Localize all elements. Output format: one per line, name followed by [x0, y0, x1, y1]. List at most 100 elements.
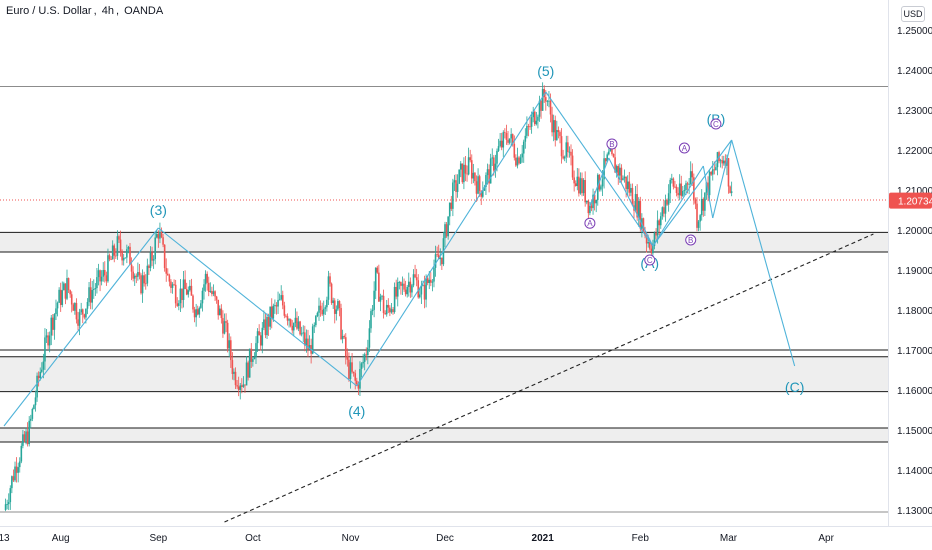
candle-body — [174, 284, 177, 304]
candle-body — [422, 284, 424, 286]
candle-body — [286, 316, 289, 321]
candle-body — [252, 359, 254, 362]
candle-body — [48, 335, 51, 346]
candle-body — [617, 166, 620, 176]
candle-body — [672, 178, 675, 187]
candle-body — [272, 305, 275, 319]
candle-body — [130, 264, 133, 272]
exchange: OANDA — [124, 5, 164, 17]
candle-body — [666, 200, 668, 205]
candle-body — [630, 187, 632, 193]
candle-body — [567, 142, 569, 153]
candle-body — [171, 284, 174, 288]
candle-body — [4, 504, 7, 510]
candle-body — [218, 308, 221, 316]
candle-body — [636, 194, 638, 218]
candle-body — [502, 132, 505, 148]
candle-body — [423, 284, 426, 300]
candle-body — [39, 371, 42, 379]
candle-body — [96, 277, 98, 289]
price-tick-label: 1.15000 — [897, 426, 932, 437]
candle-body — [719, 160, 722, 162]
candle-body — [510, 134, 512, 139]
candle-body — [382, 295, 385, 314]
candle-body — [122, 257, 125, 261]
candle-body — [686, 183, 689, 185]
candle-body — [611, 148, 613, 154]
candle-body — [634, 194, 637, 211]
candle-body — [425, 278, 427, 300]
candle-body — [445, 224, 448, 237]
candle-body — [242, 384, 245, 387]
candle-body — [28, 420, 30, 445]
candle-body — [461, 163, 464, 183]
candle-body — [726, 158, 728, 166]
candle-body — [549, 100, 552, 115]
candle-body — [343, 336, 345, 338]
candle-body — [209, 290, 212, 292]
candle-body — [378, 272, 380, 302]
candle-body — [204, 273, 207, 285]
candle-body — [696, 203, 698, 228]
candle-body — [354, 373, 357, 381]
subwave-letter: B — [688, 236, 693, 245]
candle-body — [178, 303, 180, 306]
candle-body — [447, 216, 449, 237]
candle-body — [658, 220, 660, 226]
candle-body — [14, 466, 16, 481]
candle-body — [395, 286, 397, 297]
candle-body — [140, 275, 142, 294]
candle-body — [420, 285, 423, 295]
candle-body — [511, 134, 514, 144]
candle-body — [341, 336, 344, 340]
candle-body — [168, 275, 171, 282]
candle-body — [78, 312, 81, 326]
candle-body — [482, 190, 484, 197]
candle-body — [86, 301, 89, 309]
price-tick-label: 1.24000 — [897, 66, 932, 77]
candle-body — [655, 232, 657, 236]
candle-body — [289, 319, 292, 326]
candle-body — [316, 312, 319, 316]
candle-body — [302, 332, 305, 334]
candle-body — [230, 340, 232, 361]
candle-body — [713, 169, 716, 171]
candle-body — [691, 171, 694, 178]
dashed-trendline — [224, 233, 874, 523]
candle-body — [493, 157, 495, 171]
candle-body — [261, 327, 264, 346]
candle-body — [522, 141, 525, 154]
candle-body — [351, 362, 353, 372]
candle-body — [529, 126, 531, 128]
candle-body — [263, 319, 265, 328]
time-axis[interactable]: 13 Aug Sep Oct Nov Dec 2021 Feb Mar Apr — [0, 526, 932, 545]
horizontal-levels — [0, 86, 888, 513]
subwave-circle — [678, 142, 690, 154]
wave-line — [3, 227, 159, 427]
candle-body — [231, 360, 234, 374]
candle-body — [29, 418, 32, 421]
candle-body — [367, 347, 369, 355]
candle-body — [359, 368, 361, 389]
candle-body — [581, 178, 583, 194]
time-tick-label: Oct — [245, 533, 261, 544]
candle-body — [587, 200, 590, 214]
candle-body — [22, 434, 24, 446]
candle-body — [428, 279, 431, 283]
candle-body — [497, 146, 500, 151]
candle-body — [620, 167, 623, 180]
candle-body — [677, 192, 679, 196]
candle-body — [406, 286, 408, 295]
currency-button[interactable]: USD — [901, 6, 925, 22]
candle-body — [559, 132, 561, 137]
candle-body — [546, 101, 549, 102]
candle-body — [155, 234, 158, 238]
price-axis[interactable]: 1.13000 1.14000 1.15000 1.16000 1.17000 1.180… — [888, 0, 932, 526]
candle-body — [385, 304, 388, 315]
candle-body — [463, 164, 465, 183]
candle-body — [31, 408, 34, 419]
candle-body — [160, 231, 163, 238]
price-tick-label: 1.14000 — [897, 466, 932, 477]
candle-body — [699, 215, 701, 222]
